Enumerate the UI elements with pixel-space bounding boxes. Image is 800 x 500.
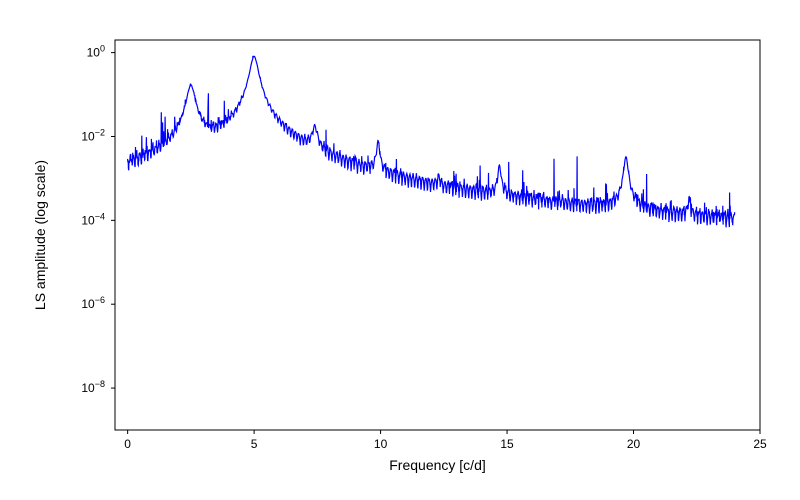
y-tick-label: 10−4 — [81, 211, 105, 227]
periodogram-line — [128, 56, 735, 227]
x-tick-label: 25 — [753, 437, 767, 451]
axes-frame — [115, 40, 760, 430]
x-tick-label: 0 — [124, 437, 131, 451]
y-axis-label: LS amplitude (log scale) — [32, 160, 48, 310]
x-tick-label: 5 — [251, 437, 258, 451]
x-tick-label: 10 — [374, 437, 388, 451]
y-tick-label: 10−2 — [81, 127, 105, 143]
x-axis-label: Frequency [c/d] — [389, 457, 486, 473]
chart-svg: 0 5 10 15 20 25 10−8 10−6 10−4 10−2 100 Frequency [… — [0, 0, 800, 500]
y-tick-label: 10−6 — [81, 295, 105, 311]
x-tick-label: 15 — [500, 437, 514, 451]
periodogram-chart: 0 5 10 15 20 25 10−8 10−6 10−4 10−2 100 Frequency [… — [0, 0, 800, 500]
x-tick-label: 20 — [627, 437, 641, 451]
y-tick-label: 100 — [87, 44, 105, 60]
y-tick-label: 10−8 — [81, 379, 105, 395]
